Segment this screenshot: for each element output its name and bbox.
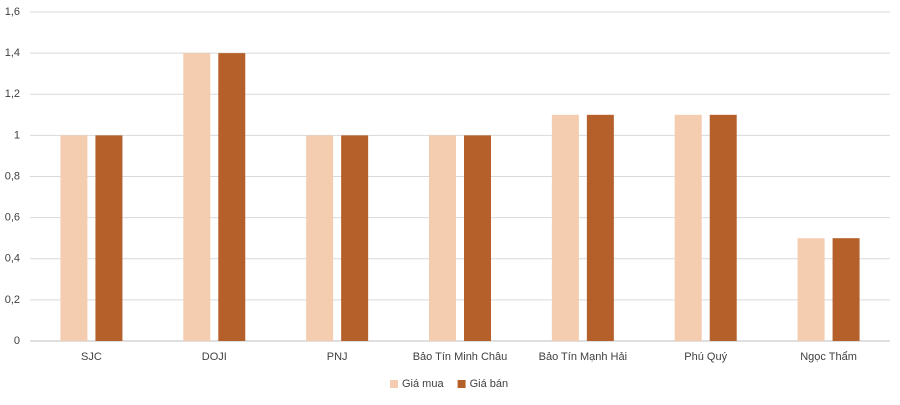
bar <box>551 114 579 341</box>
bar <box>832 238 860 341</box>
bar <box>674 114 702 341</box>
x-tick-label: Bảo Tín Mạnh Hải <box>539 351 627 363</box>
legend-swatch <box>457 380 466 388</box>
bar <box>306 135 334 341</box>
bar <box>60 135 88 341</box>
x-tick-label: Ngọc Thẩm <box>800 351 857 363</box>
x-tick-label: PNJ <box>327 351 348 363</box>
x-tick-label: Bảo Tín Minh Châu <box>413 351 508 363</box>
legend-label: Giá mua <box>402 378 444 390</box>
bar <box>464 135 491 341</box>
y-tick-label: 1 <box>14 129 20 141</box>
y-tick-label: 0 <box>14 335 20 347</box>
x-tick-label: DOJI <box>202 351 227 363</box>
x-tick-label: SJC <box>81 351 102 363</box>
x-tick-label: Phú Quý <box>684 351 727 363</box>
y-tick-label: 0,2 <box>5 294 20 306</box>
y-tick-label: 1,2 <box>5 88 20 100</box>
legend-label: Giá bán <box>470 378 509 390</box>
bar <box>341 135 369 341</box>
y-tick-label: 0,4 <box>5 253 20 265</box>
y-tick-label: 0,8 <box>5 170 20 182</box>
bar <box>218 53 246 341</box>
bar <box>429 135 456 341</box>
y-tick-label: 1,6 <box>5 6 20 18</box>
bar <box>183 53 211 341</box>
legend-swatch <box>390 380 398 388</box>
y-tick-label: 1,4 <box>5 47 20 59</box>
bar <box>586 114 614 341</box>
y-tick-label: 0,6 <box>5 212 20 224</box>
bar <box>797 238 825 341</box>
bar <box>709 114 737 341</box>
bar <box>95 135 123 341</box>
